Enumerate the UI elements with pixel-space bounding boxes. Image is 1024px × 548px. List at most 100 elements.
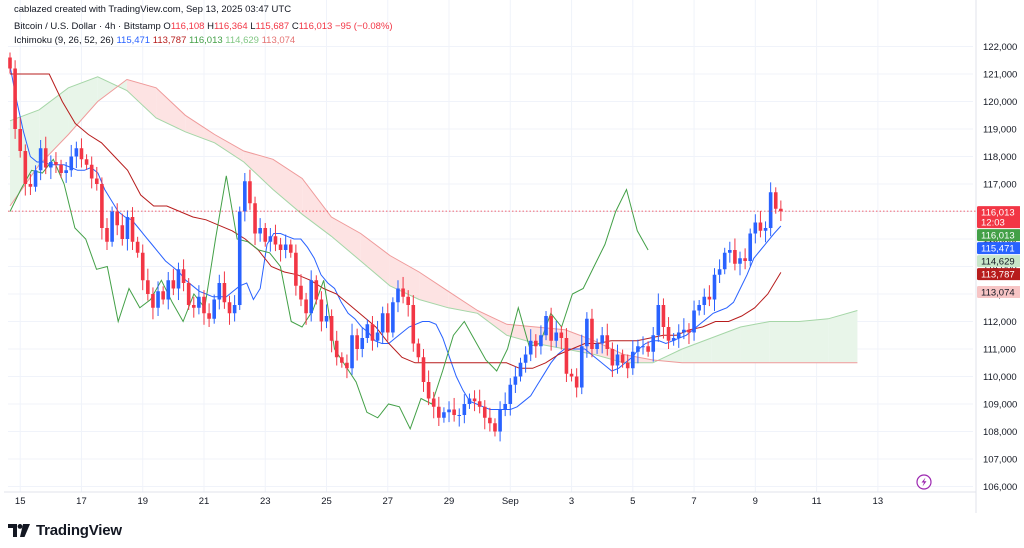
cloud-segment-bull <box>68 76 98 135</box>
ohlc-change: −95 (−0.08%) <box>334 21 393 32</box>
price-tick-label: 118,000 <box>983 152 1017 163</box>
flash-icon[interactable] <box>916 474 932 490</box>
candle-down <box>227 302 232 314</box>
candle-up <box>615 354 620 366</box>
candle-down <box>89 164 94 179</box>
candle-down <box>431 398 436 407</box>
candle-down <box>758 222 763 231</box>
candle-down <box>559 332 564 338</box>
price-tick-label: 112,000 <box>983 317 1017 328</box>
ohlc-open-label: O <box>163 21 171 32</box>
candle-down <box>202 296 206 314</box>
candle-down <box>707 296 712 300</box>
candle-down <box>564 338 569 374</box>
candle-down <box>661 305 666 327</box>
price-tick-label: 119,000 <box>983 125 1017 136</box>
candle-up <box>125 217 130 239</box>
cloud-segment-bear <box>565 329 595 355</box>
candle-up <box>467 398 472 404</box>
candle-up <box>763 228 768 231</box>
candle-down <box>28 184 33 187</box>
candle-up <box>585 318 589 347</box>
candle-down <box>401 288 405 297</box>
cloud-segment-bear <box>272 159 303 215</box>
time-tick-label: Sep <box>502 496 519 507</box>
indicator-conversion-value: 115,471 <box>116 35 151 46</box>
time-tick-label: 15 <box>15 496 26 507</box>
price-badge-label: 113,787 <box>981 270 1015 281</box>
candle-up <box>554 332 559 341</box>
candle-up <box>110 211 114 242</box>
candle-up <box>365 324 370 338</box>
candle-up <box>539 335 543 347</box>
candle-down <box>23 151 28 184</box>
candle-up <box>702 296 707 305</box>
credit-line: cablazed created with TradingView.com, S… <box>14 4 291 15</box>
candle-up <box>636 346 640 352</box>
candle-up <box>457 415 462 416</box>
candle-down <box>421 357 426 382</box>
candle-down <box>411 305 416 344</box>
price-badges: 116,01312:03116,013115,471114,629113,787… <box>977 206 1020 298</box>
candle-down <box>743 258 747 261</box>
time-axis[interactable]: 15 17 19 21 23 25 27 29 Sep 3 5 7 9 11 13 <box>15 496 883 507</box>
candle-down <box>263 228 268 242</box>
candle-up <box>513 376 518 385</box>
chart-frame[interactable]: 122,000 121,000 120,000 119,000 118,000 117,0… <box>4 0 1020 514</box>
candle-up <box>232 305 237 314</box>
candle-up <box>579 346 584 388</box>
indicator-line[interactable]: Ichimoku (9, 26, 52, 26) 115,471 113,787… <box>14 35 295 46</box>
candle-up <box>728 250 732 253</box>
candle-up <box>283 244 288 250</box>
candle-up <box>74 148 79 157</box>
candle-up <box>396 288 400 303</box>
cloud-segment-bull <box>740 321 770 363</box>
candle-down <box>130 217 135 242</box>
ohlc-high: 116,364 <box>213 21 248 32</box>
candle-up <box>595 343 599 349</box>
indicator-base-value: 113,787 <box>152 35 187 46</box>
candle-down <box>687 329 691 333</box>
cloud-segment-bull <box>769 321 799 363</box>
candle-down <box>625 362 630 369</box>
candle-up <box>498 409 502 432</box>
price-tick-label: 121,000 <box>983 70 1017 81</box>
price-badge-countdown: 12:03 <box>981 218 1005 229</box>
time-tick-label: 29 <box>444 496 455 507</box>
price-tick-label: 110,000 <box>983 372 1017 383</box>
price-badge <box>977 242 1020 255</box>
tradingview-logo-icon <box>8 524 30 537</box>
candle-up <box>528 340 533 355</box>
time-tick-label: 3 <box>569 496 574 507</box>
candle-down <box>493 423 497 432</box>
candle-up <box>380 313 385 333</box>
candle-up <box>350 335 354 369</box>
candle-down <box>135 241 140 253</box>
ohlc-low-label: L <box>250 21 256 32</box>
candle-up <box>38 148 43 171</box>
price-badge <box>977 285 1020 298</box>
cloud-segment-bear <box>331 217 361 261</box>
cloud-segment-bull <box>828 310 858 363</box>
tradingview-logo[interactable]: TradingView <box>8 522 122 539</box>
candle-down <box>620 354 625 363</box>
candle-down <box>278 244 283 250</box>
price-badge-label: 113,074 <box>981 287 1015 298</box>
candle-down <box>314 280 319 300</box>
candle-down <box>171 280 176 289</box>
time-tick-label: 11 <box>812 496 822 507</box>
candle-up <box>671 338 676 341</box>
price-chart[interactable]: 122,000 121,000 120,000 119,000 118,000 117,0… <box>4 0 1020 513</box>
candle-down <box>426 382 431 399</box>
cloud-segment-bear <box>360 233 390 286</box>
price-tick-label: 111,000 <box>983 345 1016 356</box>
cloud-segment-bull <box>39 87 69 165</box>
indicator-span-a-value: 114,629 <box>225 35 259 46</box>
time-tick-label: 5 <box>630 496 635 507</box>
candle-up <box>518 362 523 377</box>
candle-up <box>722 252 727 270</box>
candle-down <box>345 362 349 369</box>
tradingview-logo-text: TradingView <box>36 522 122 539</box>
price-badge-label: 114,629 <box>981 257 1015 268</box>
candle-down <box>54 162 58 165</box>
